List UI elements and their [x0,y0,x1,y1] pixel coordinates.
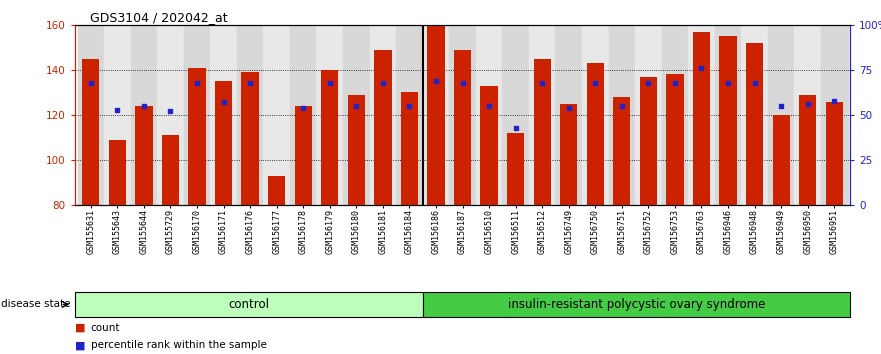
Bar [370,25,396,205]
Bar [795,25,821,205]
Bar [189,68,205,205]
Bar [343,25,370,205]
Bar [454,50,471,205]
Bar [211,25,237,205]
Bar [502,25,529,205]
Bar [316,25,343,205]
Bar [746,43,763,205]
Bar [136,106,152,205]
Bar [529,25,555,205]
Bar [741,25,768,205]
Bar [237,25,263,205]
Bar [157,25,184,205]
Bar [348,95,365,205]
Bar [130,25,157,205]
Bar [534,59,551,205]
Bar [507,133,524,205]
Bar [294,106,312,205]
Bar [560,104,577,205]
Bar [427,25,445,205]
Bar [480,86,498,205]
Text: count: count [91,323,120,333]
Bar [640,77,657,205]
Bar [688,25,714,205]
Bar [82,59,100,205]
Bar [582,25,609,205]
Bar [423,292,850,317]
Bar [184,25,211,205]
Bar [692,32,710,205]
Text: percentile rank within the sample: percentile rank within the sample [91,341,267,350]
Bar [75,292,423,317]
Bar [423,25,449,205]
Bar [396,25,423,205]
Bar [322,70,338,205]
Bar [613,97,631,205]
Bar [799,95,817,205]
Bar [825,102,843,205]
Bar [374,50,391,205]
Bar [666,74,684,205]
Text: ■: ■ [75,341,85,350]
Text: insulin-resistant polycystic ovary syndrome: insulin-resistant polycystic ovary syndr… [507,298,765,311]
Bar [609,25,635,205]
Bar [78,25,104,205]
Bar [108,140,126,205]
Bar [821,25,848,205]
Bar [263,25,290,205]
Text: GDS3104 / 202042_at: GDS3104 / 202042_at [91,11,228,24]
Text: disease state: disease state [1,299,70,309]
Bar [449,25,476,205]
Bar [714,25,741,205]
Bar [476,25,502,205]
Bar [268,176,285,205]
Bar [587,63,603,205]
Bar [162,135,179,205]
Bar [635,25,662,205]
Bar [555,25,582,205]
Bar [662,25,688,205]
Bar [104,25,130,205]
Bar [215,81,233,205]
Text: control: control [228,298,270,311]
Text: ■: ■ [75,323,85,333]
Bar [241,72,259,205]
Bar [290,25,316,205]
Bar [720,36,737,205]
Bar [401,92,418,205]
Bar [773,115,789,205]
Bar [768,25,795,205]
